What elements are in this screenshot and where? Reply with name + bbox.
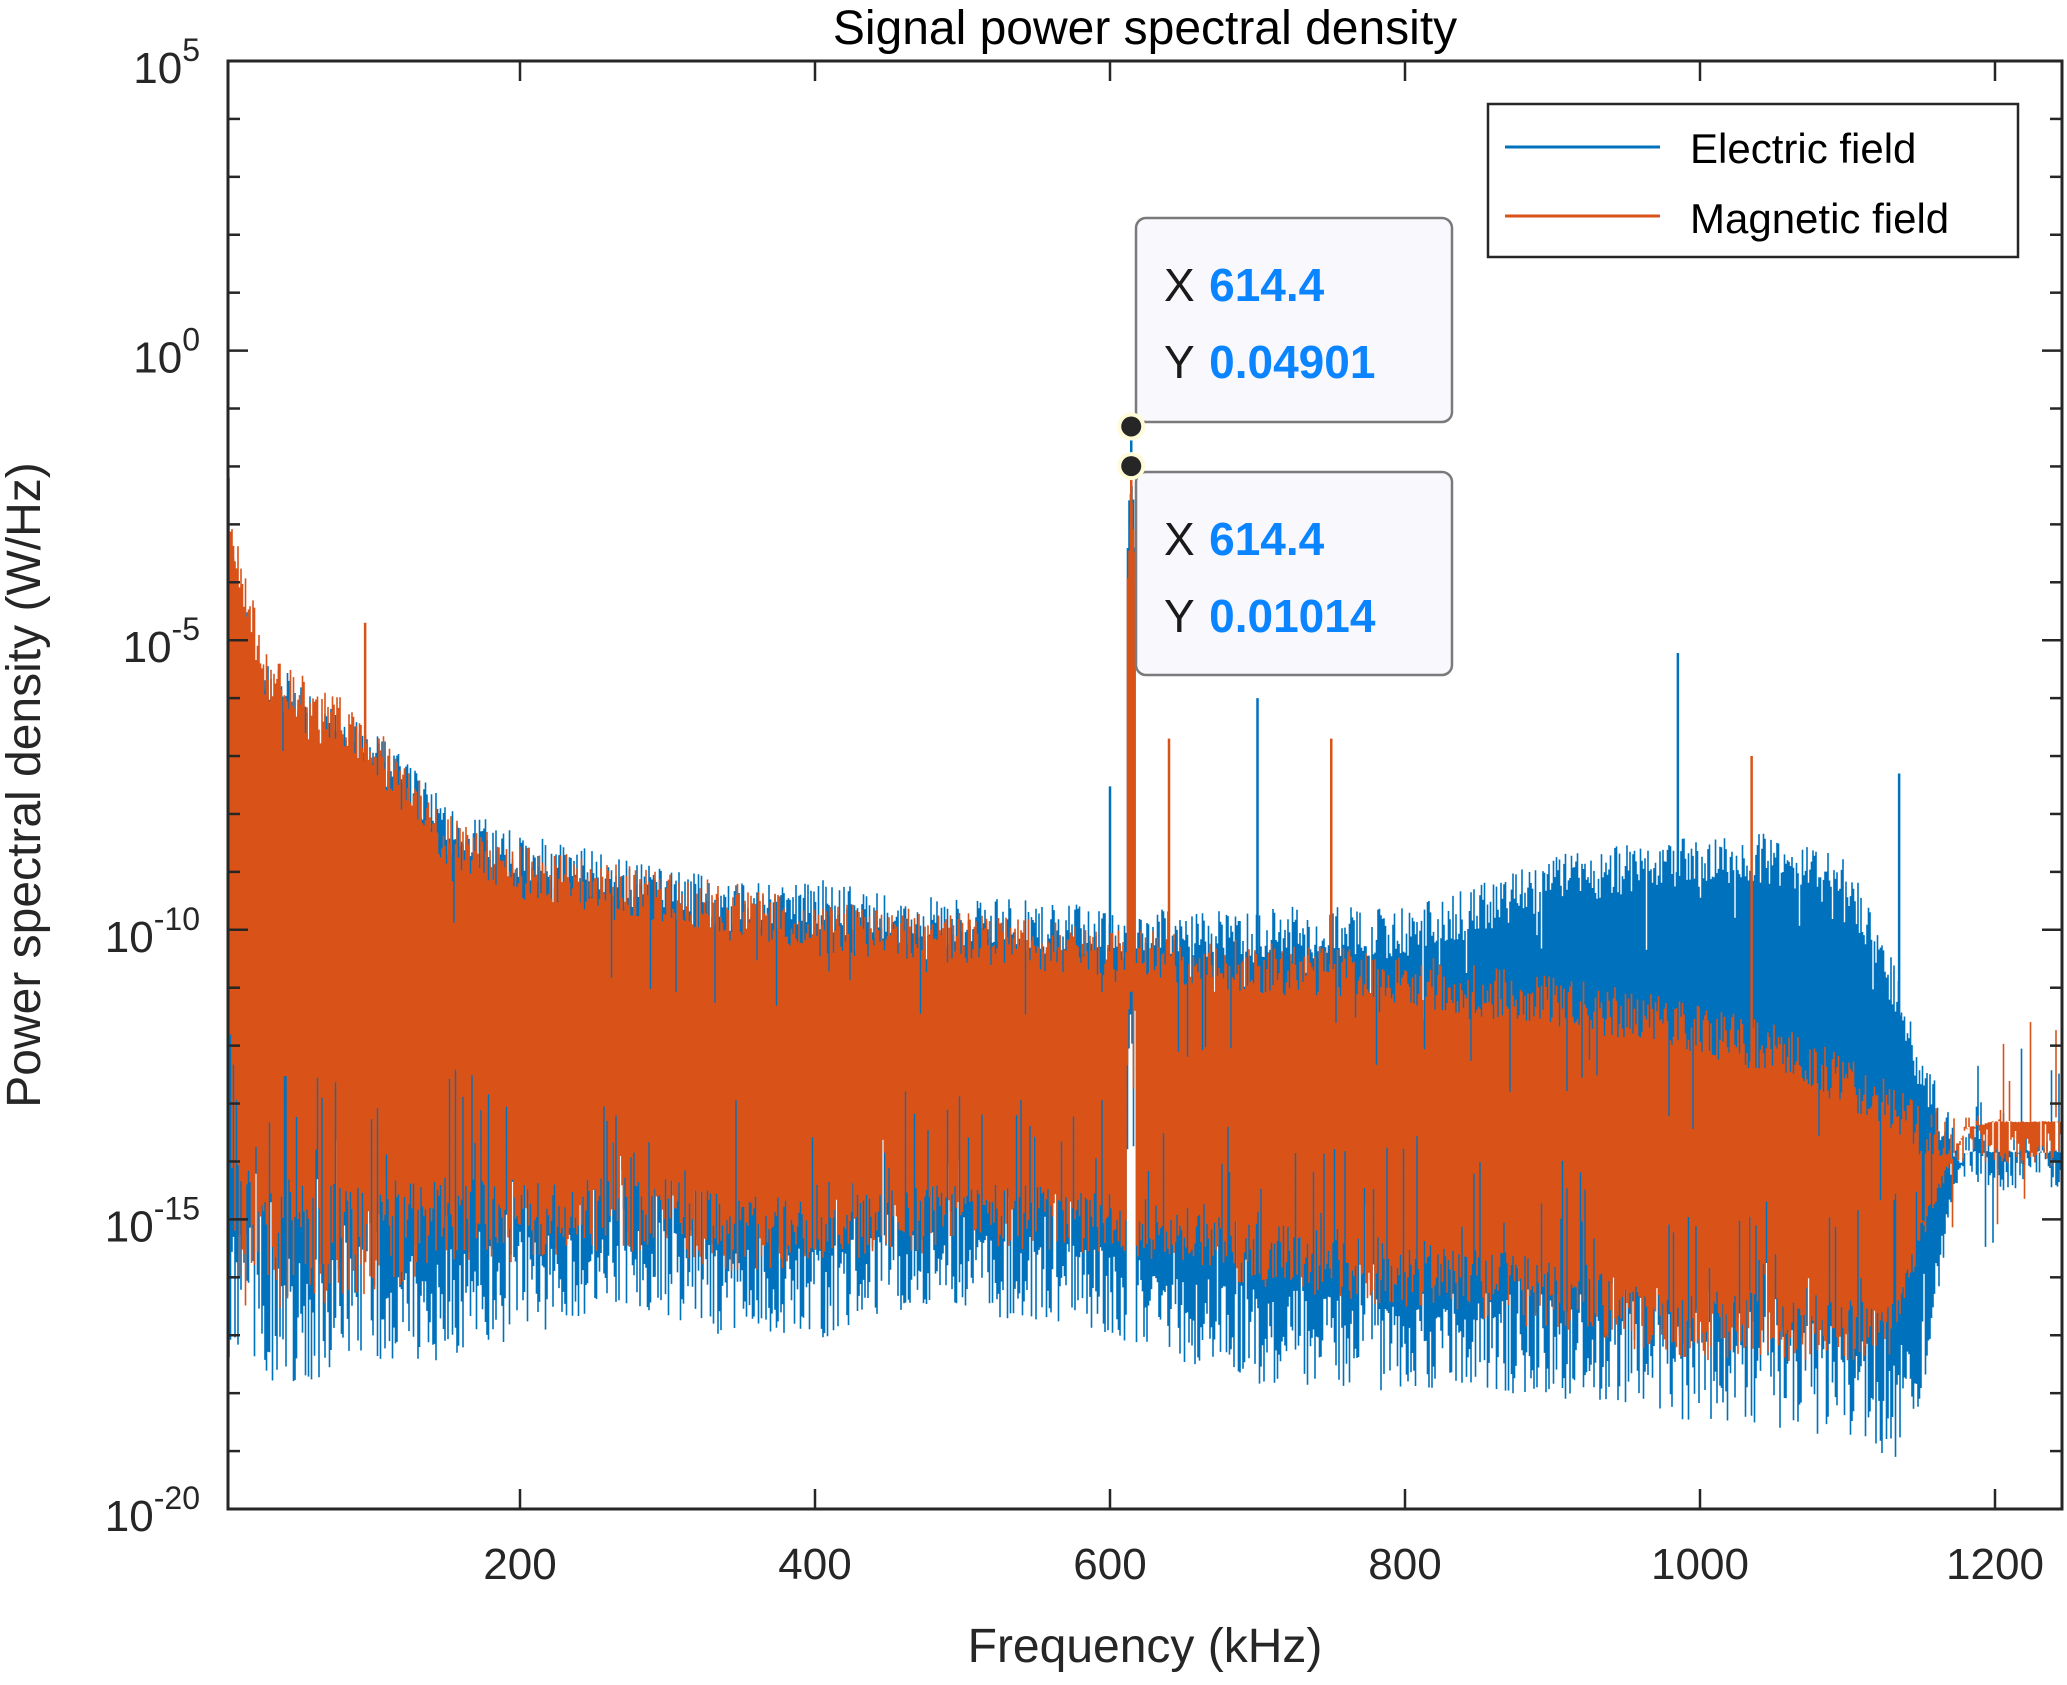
y-tick-base: 10 [105,1202,154,1251]
y-tick-base: 10 [123,623,172,672]
legend-box [1486,102,2020,259]
x-tick-label: 1000 [1651,1540,1749,1589]
datatip-x-row: X 614.4 [1164,259,1325,311]
y-tick-label: 100 [133,322,200,383]
x-tick-label: 200 [483,1540,556,1589]
y-tick-base: 10 [105,1492,154,1541]
y-tick-exponent: 5 [182,32,200,68]
y-tick-exponent: -15 [154,1190,200,1226]
datatip-y-row: Y 0.04901 [1164,336,1375,388]
y-tick-label: 10-20 [105,1480,200,1541]
x-tick-label: 400 [778,1540,851,1589]
y-tick-label: 10-5 [123,611,200,672]
y-tick-label: 10-10 [105,901,200,962]
datatip-box [1134,216,1454,424]
y-axis-label: Power spectral density (W/Hz) [0,462,51,1108]
y-tick-exponent: 0 [182,322,200,358]
traces [226,426,2062,1457]
x-axis-label: Frequency (kHz) [968,1620,1323,1673]
y-tick-label: 10-15 [105,1190,200,1251]
datatip-x-key: X [1164,259,1195,311]
legend-label-electric-field[interactable]: Electric field [1690,125,1916,172]
datatip-markers [1117,412,1146,481]
y-tick-base: 10 [105,913,154,962]
legend-label-magnetic-field[interactable]: Magnetic field [1690,195,1949,242]
datatip-x-key: X [1164,513,1195,565]
x-tick-label: 800 [1368,1540,1441,1589]
datatip-x-row: X 614.4 [1164,513,1325,565]
y-tick-base: 10 [133,44,182,93]
datatip-y-key: Y [1164,590,1195,642]
x-tick-label: 600 [1073,1540,1146,1589]
datatip-marker-electric-field[interactable] [1121,416,1142,437]
datatip-y-value: 0.04901 [1209,336,1375,388]
datatip-box [1134,470,1454,677]
chart-title: Signal power spectral density [833,2,1457,55]
datatip-electric-field[interactable]: X 614.4 Y 0.04901 [1134,216,1454,424]
datatip-x-value: 614.4 [1209,513,1325,565]
y-tick-label: 105 [133,32,200,93]
x-tick-label: 1200 [1946,1540,2044,1589]
datatip-x-value: 614.4 [1209,259,1325,311]
datatip-y-row: Y 0.01014 [1164,590,1376,642]
y-tick-base: 10 [133,334,182,383]
datatip-magnetic-field[interactable]: X 614.4 Y 0.01014 [1134,470,1454,677]
x-axis-ticks: 200 400 600 800 1000 1200 [483,61,2044,1589]
datatip-y-key: Y [1164,336,1195,388]
y-tick-exponent: -20 [154,1480,200,1516]
legend[interactable]: Electric field Magnetic field [1486,102,2020,259]
y-tick-exponent: -10 [154,901,200,937]
datatip-y-value: 0.01014 [1209,590,1376,642]
axes-box [226,59,2064,1511]
axes [226,59,2064,1511]
y-tick-exponent: -5 [172,611,200,647]
datatip-marker-magnetic-field[interactable] [1121,456,1142,477]
